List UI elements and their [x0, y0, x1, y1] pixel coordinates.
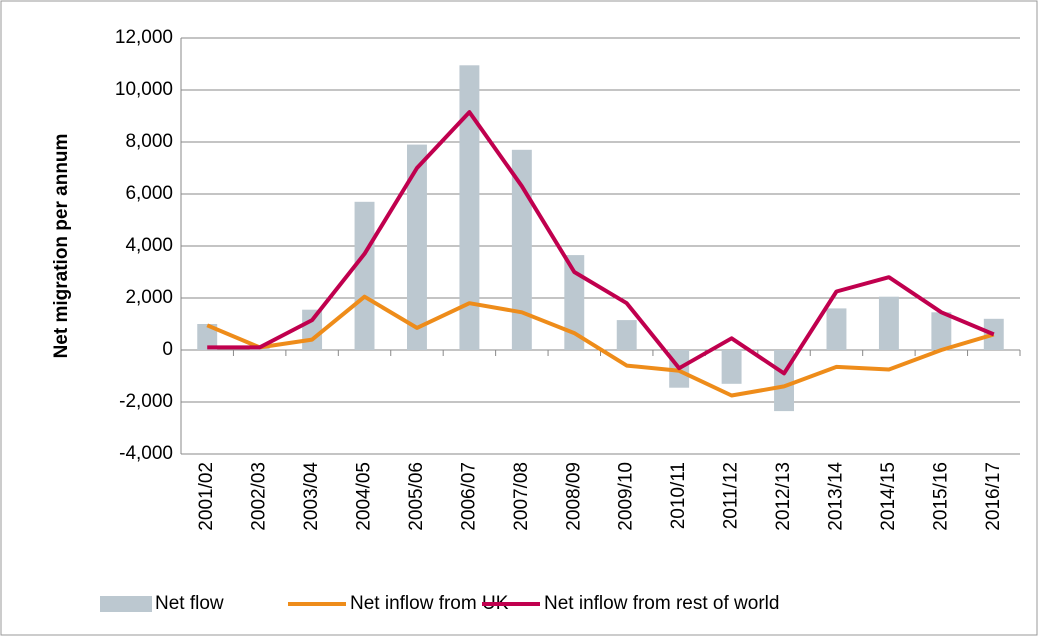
bar	[354, 201, 375, 350]
bar	[407, 144, 427, 350]
bar	[721, 350, 742, 384]
x-tick-label: 2016/17	[983, 462, 1004, 531]
x-tick-label: 2006/07	[458, 462, 479, 531]
bar	[616, 320, 637, 350]
y-tick-label: 4,000	[125, 235, 173, 256]
bar	[826, 308, 847, 350]
bar	[197, 324, 218, 350]
bar	[878, 296, 899, 350]
x-tick-label: 2013/14	[825, 462, 846, 531]
y-tick-label: -2,000	[119, 391, 173, 412]
x-tick-label: 2015/16	[930, 462, 951, 531]
legend-label: Net inflow from UK	[350, 593, 509, 614]
y-axis-label: Net migration per annum	[51, 134, 72, 359]
legend-label: Net inflow from rest of world	[544, 593, 779, 614]
x-tick-label: 2008/09	[563, 462, 584, 531]
bar	[564, 255, 585, 350]
y-tick-label: 8,000	[125, 131, 173, 152]
x-tick-label: 2007/08	[511, 462, 532, 531]
legend-swatch	[100, 596, 152, 612]
x-tick-label: 2009/10	[616, 462, 637, 531]
x-tick-label: 2014/15	[878, 462, 899, 531]
x-tick-label: 2010/11	[668, 462, 689, 529]
bar	[302, 309, 323, 350]
y-tick-label: 0	[162, 339, 173, 360]
x-tick-label: 2001/02	[196, 462, 217, 531]
x-tick-label: 2002/03	[249, 462, 270, 531]
x-tick-label: 2005/06	[406, 462, 427, 531]
y-tick-label: 12,000	[115, 27, 173, 48]
bar	[931, 312, 952, 350]
y-tick-label: -4,000	[119, 443, 173, 464]
y-tick-label: 10,000	[115, 79, 173, 100]
bar	[511, 149, 532, 350]
x-tick-label: 2004/05	[354, 462, 375, 531]
legend-label: Net flow	[155, 593, 224, 614]
y-tick-label: 2,000	[125, 287, 173, 308]
x-tick-label: 2012/13	[773, 462, 794, 531]
x-tick-label: 2011/12	[721, 462, 742, 529]
y-tick-label: 6,000	[125, 183, 173, 204]
x-tick-label: 2003/04	[301, 462, 322, 531]
line	[206, 294, 995, 398]
line	[207, 110, 995, 376]
bar	[459, 65, 480, 351]
